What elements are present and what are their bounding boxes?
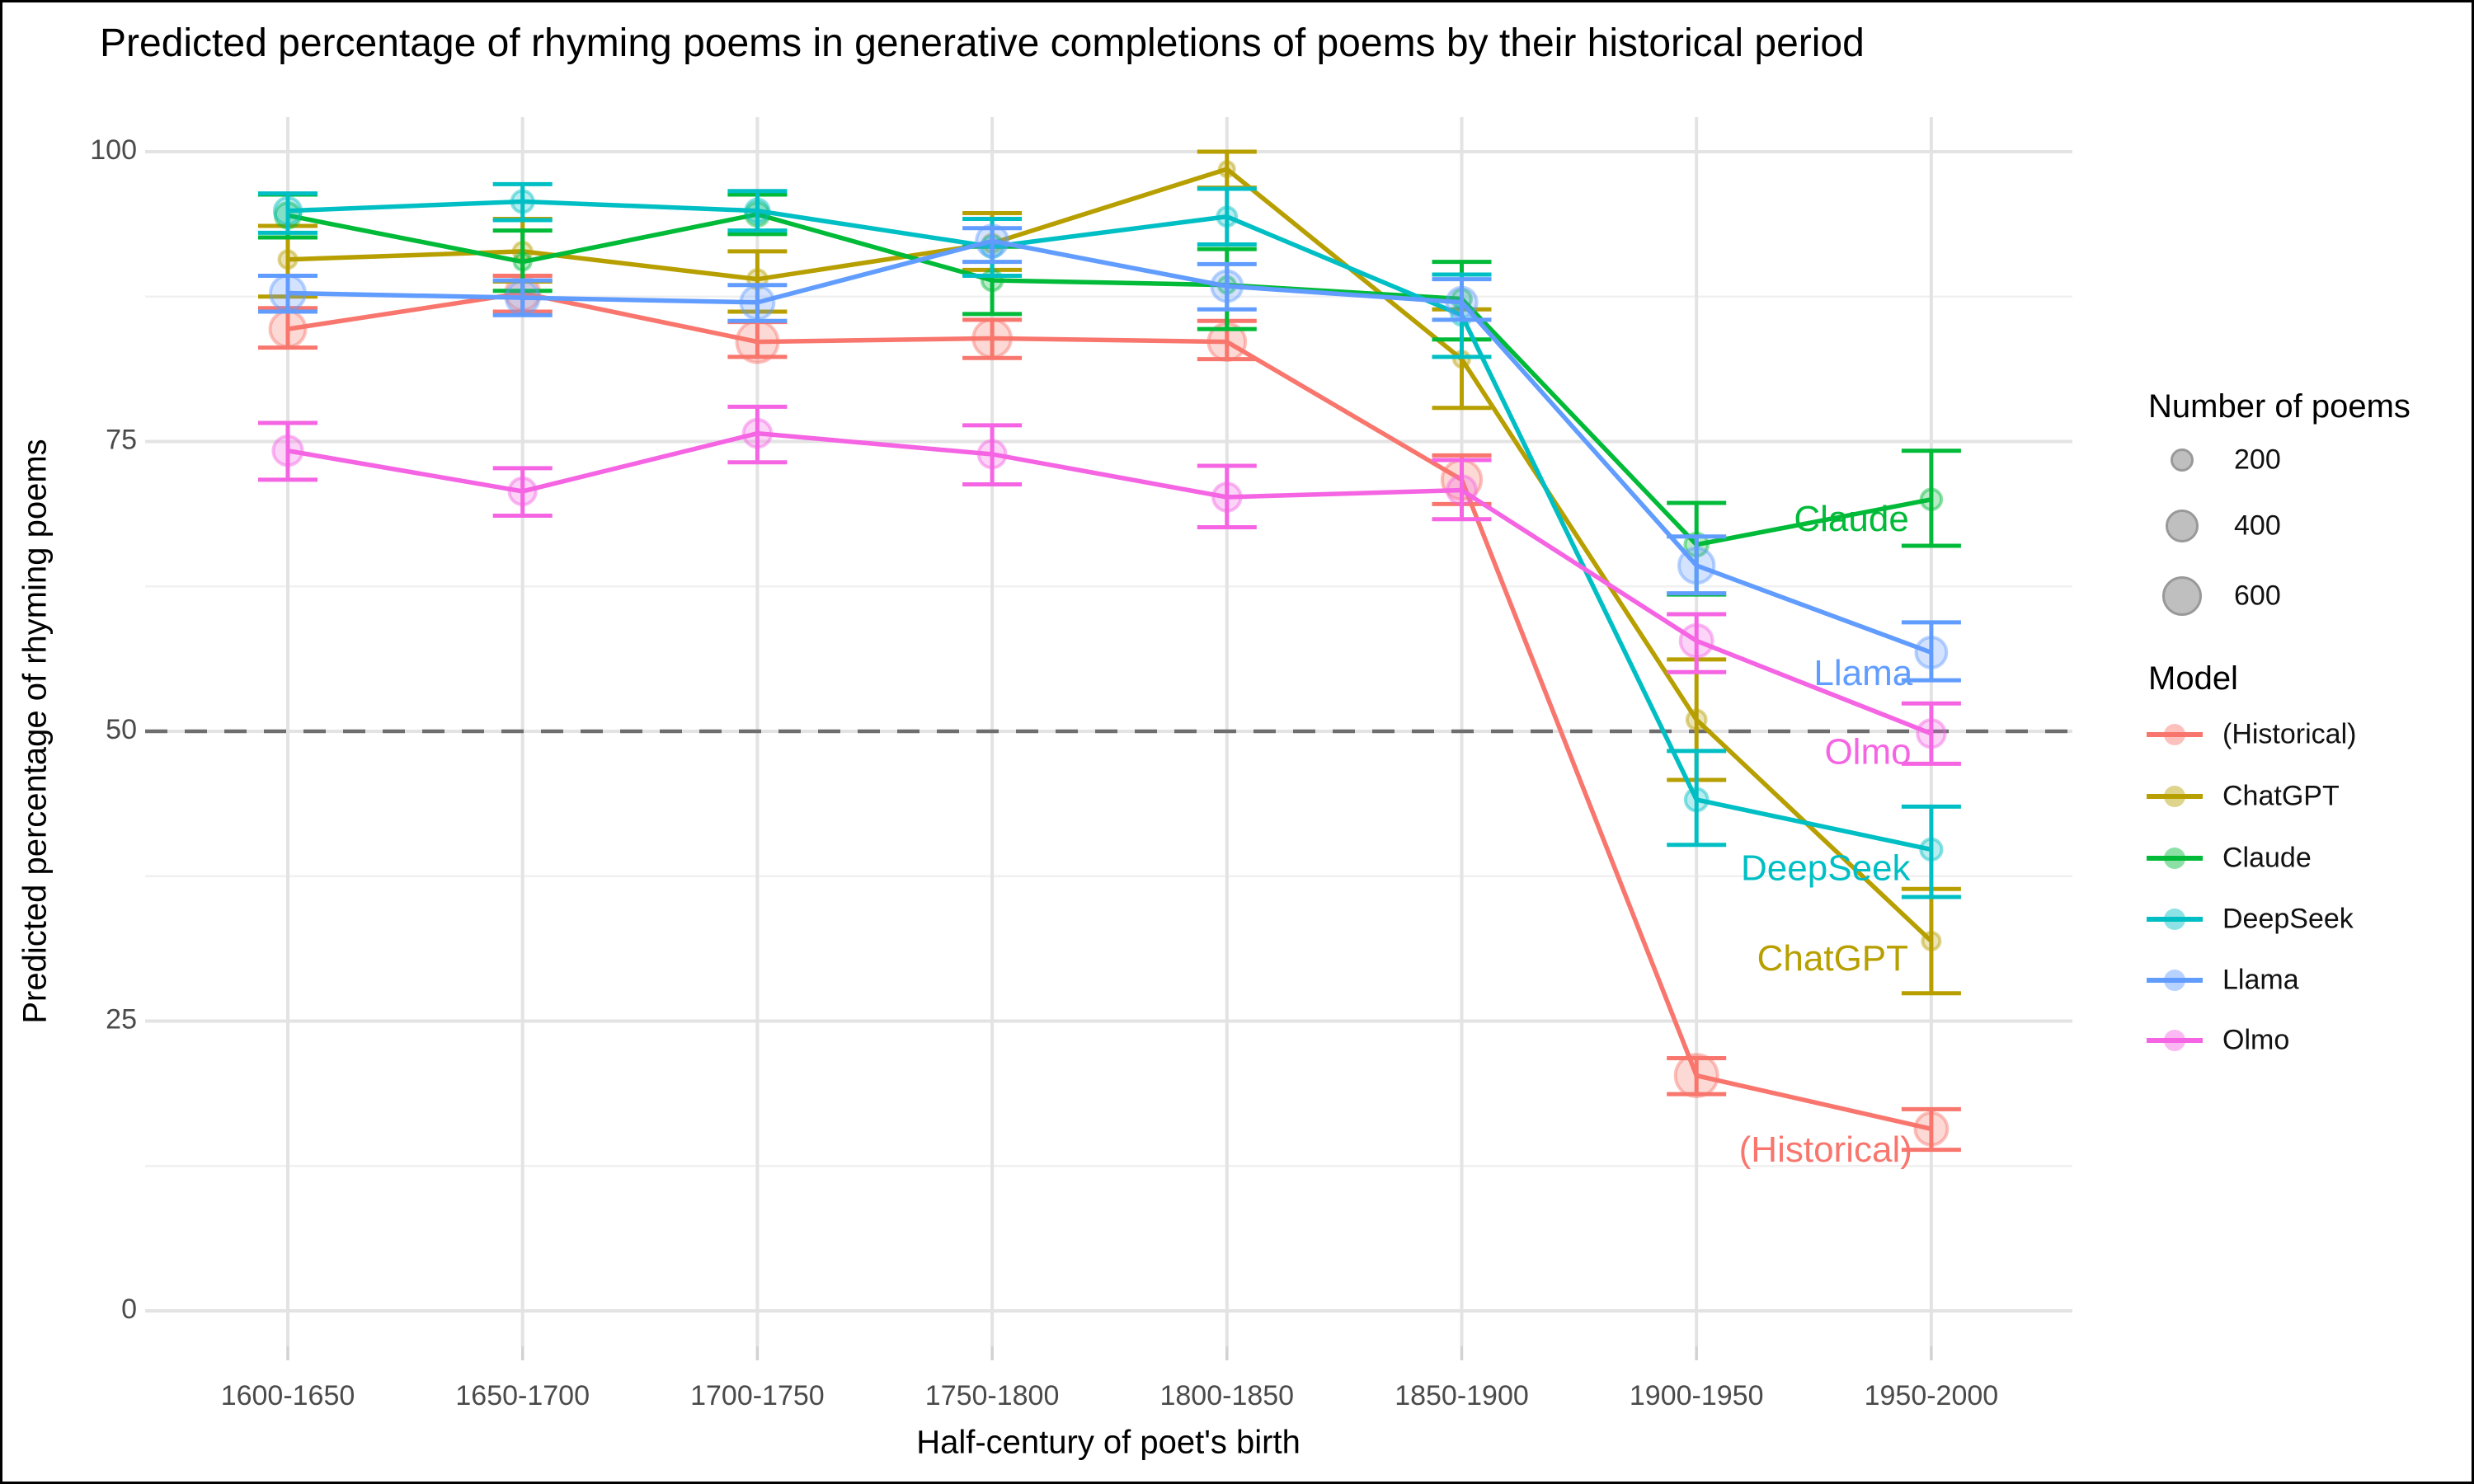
model-legend-item-historical: (Historical) <box>2147 710 2472 759</box>
y-axis-title: Predicted percentage of rhyming poems <box>16 439 54 1024</box>
model-legend-title: Model <box>2148 660 2238 697</box>
data-point-llama <box>739 284 776 321</box>
data-point-deepseek <box>1216 205 1239 228</box>
size-legend-label: 600 <box>2234 580 2281 612</box>
data-point-olmo <box>1678 622 1714 659</box>
data-point-chatgpt <box>1217 160 1236 179</box>
data-point-olmo <box>1446 474 1478 506</box>
model-swatch-circle <box>2164 1030 2185 1051</box>
model-legend-item-llama: Llama <box>2147 956 2472 1005</box>
x-tick-label: 1800-1850 <box>1159 1380 1294 1411</box>
data-point-olmo <box>1916 718 1947 749</box>
x-tick-label: 1700-1750 <box>690 1380 825 1411</box>
data-point-chatgpt <box>277 249 299 270</box>
data-point-olmo <box>507 476 538 507</box>
data-point-deepseek <box>744 197 771 224</box>
series-line-olmo <box>287 430 1932 736</box>
model-swatch-line <box>2147 978 2203 983</box>
series-line-historical <box>287 290 1932 1131</box>
model-legend-label: DeepSeek <box>2222 903 2354 935</box>
series-line-llama <box>287 238 1932 655</box>
data-point-historical <box>1673 1053 1719 1099</box>
model-legend-item-claude: Claude <box>2147 834 2472 883</box>
data-point-llama <box>1210 269 1244 303</box>
x-tick-label: 1600-1650 <box>221 1380 355 1411</box>
size-legend-item: 200 <box>2147 435 2472 485</box>
data-point-llama <box>1677 546 1716 585</box>
data-point-llama <box>269 274 307 312</box>
size-legend-item: 600 <box>2147 571 2472 621</box>
data-point-llama <box>1914 635 1949 669</box>
y-tick-label: 50 <box>106 714 137 745</box>
direct-label-olmo: Olmo <box>1824 732 1911 773</box>
model-swatch-line <box>2147 917 2203 922</box>
model-legend-label: ChatGPT <box>2222 780 2340 812</box>
legend-panel: Number of poems 200 400 600 Model (Histori… <box>2147 2 2472 1482</box>
size-swatch-circle <box>2161 575 2203 617</box>
size-legend-label: 200 <box>2234 444 2281 476</box>
size-legend-item: 400 <box>2147 501 2472 551</box>
model-swatch-line <box>2147 1038 2203 1043</box>
data-point-llama <box>975 223 1010 259</box>
model-legend-item-olmo: Olmo <box>2147 1016 2472 1065</box>
direct-label-chatgpt: ChatGPT <box>1757 938 1908 979</box>
data-point-deepseek <box>272 195 303 226</box>
data-point-chatgpt <box>1921 930 1942 951</box>
model-swatch-line <box>2147 856 2203 861</box>
data-point-deepseek <box>1683 787 1710 813</box>
model-swatch-circle <box>2164 724 2185 745</box>
model-legend-label: (Historical) <box>2222 718 2357 750</box>
model-legend-item-chatgpt: ChatGPT <box>2147 772 2472 821</box>
series-line-claude <box>287 212 1932 547</box>
x-tick-label: 1750-1800 <box>925 1380 1060 1411</box>
model-legend-item-deepseek: DeepSeek <box>2147 895 2472 944</box>
data-point-deepseek <box>1919 837 1944 862</box>
x-tick-label: 1900-1950 <box>1630 1380 1764 1411</box>
series-line-deepseek <box>287 199 1932 852</box>
size-legend-title: Number of poems <box>2148 388 2411 425</box>
data-point-llama <box>1445 285 1479 319</box>
data-point-deepseek <box>510 189 535 214</box>
model-swatch-circle <box>2164 909 2185 930</box>
direct-label-llama: Llama <box>1813 653 1912 693</box>
data-point-claude <box>1919 487 1944 512</box>
data-point-olmo <box>1211 481 1243 513</box>
data-point-historical <box>735 319 780 364</box>
x-tick-label: 1650-1700 <box>455 1380 590 1411</box>
model-swatch-circle <box>2164 786 2185 807</box>
x-axis-title: Half-century of poet's birth <box>916 1424 1300 1461</box>
model-legend-label: Llama <box>2222 964 2299 996</box>
model-swatch-circle <box>2164 848 2185 869</box>
data-point-olmo <box>271 434 304 467</box>
data-point-historical <box>268 309 308 349</box>
model-legend-label: Olmo <box>2222 1024 2290 1056</box>
data-point-historical <box>1913 1111 1950 1147</box>
data-point-olmo <box>976 439 1008 470</box>
data-point-chatgpt <box>1685 708 1708 731</box>
x-tick-label: 1850-1900 <box>1395 1380 1529 1411</box>
chart-title: Predicted percentage of rhyming poems in… <box>100 21 1865 65</box>
model-swatch-line <box>2147 794 2203 799</box>
direct-label-deepseek: DeepSeek <box>1741 848 1911 888</box>
size-swatch-circle <box>2166 510 2199 542</box>
model-swatch-circle <box>2164 970 2185 991</box>
y-tick-label: 100 <box>90 134 137 166</box>
model-legend-label: Claude <box>2222 842 2312 874</box>
y-tick-label: 0 <box>121 1294 137 1325</box>
data-point-claude <box>512 251 533 272</box>
data-point-llama <box>504 279 541 317</box>
model-swatch-line <box>2147 732 2203 737</box>
y-tick-label: 75 <box>106 424 137 455</box>
direct-label-claude: Claude <box>1794 499 1908 539</box>
size-legend-label: 400 <box>2234 510 2281 542</box>
data-point-olmo <box>741 417 774 449</box>
x-tick-label: 1950-2000 <box>1865 1380 1999 1411</box>
y-tick-label: 25 <box>106 1003 137 1035</box>
size-swatch-circle <box>2170 448 2194 472</box>
direct-label-historical: (Historical) <box>1739 1129 1912 1170</box>
data-point-historical <box>971 317 1013 359</box>
